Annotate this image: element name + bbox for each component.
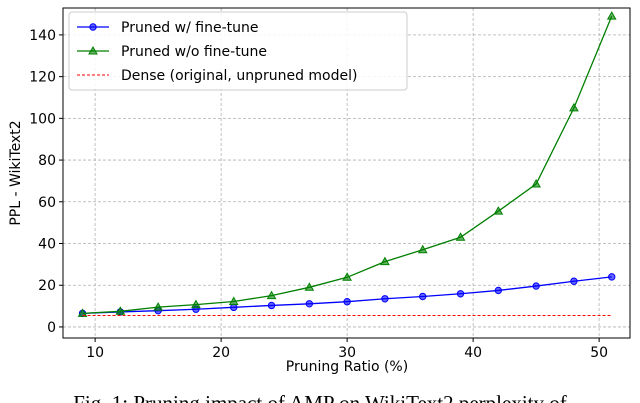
marker bbox=[494, 286, 503, 295]
marker bbox=[115, 306, 126, 315]
x-tick-label: 30 bbox=[338, 345, 356, 361]
marker bbox=[230, 303, 238, 312]
marker bbox=[266, 290, 277, 300]
marker bbox=[267, 301, 276, 310]
marker bbox=[419, 292, 427, 301]
marker bbox=[532, 282, 540, 290]
legend-label: Pruned w/o fine-tune bbox=[121, 44, 267, 60]
marker bbox=[608, 273, 616, 281]
marker bbox=[455, 232, 466, 241]
legend-marker bbox=[88, 45, 98, 55]
y-tick-label: 140 bbox=[29, 28, 56, 44]
x-tick-label: 20 bbox=[212, 345, 230, 361]
marker bbox=[305, 300, 314, 308]
marker bbox=[606, 11, 617, 20]
caption: Fig. 1: Pruning impact of AMP on WikiTex… bbox=[73, 391, 567, 403]
marker bbox=[570, 277, 578, 285]
y-tick-label: 40 bbox=[38, 237, 56, 253]
x-tick-label: 10 bbox=[86, 345, 104, 361]
y-tick-label: 80 bbox=[38, 153, 56, 169]
marker bbox=[228, 296, 239, 305]
marker bbox=[417, 244, 428, 254]
marker bbox=[493, 206, 504, 215]
marker bbox=[531, 179, 541, 188]
legend-label: Pruned w/ fine-tune bbox=[121, 20, 258, 36]
marker bbox=[569, 102, 579, 112]
y-tick-label: 120 bbox=[29, 70, 56, 86]
legend-marker bbox=[89, 23, 97, 31]
x-tick-label: 50 bbox=[590, 345, 608, 361]
marker bbox=[77, 308, 88, 317]
marker bbox=[381, 295, 389, 303]
marker bbox=[304, 282, 315, 291]
plot-frame bbox=[62, 7, 631, 339]
y-tick-label: 20 bbox=[38, 278, 56, 294]
y-tick-label: 0 bbox=[47, 320, 56, 336]
marker bbox=[380, 256, 390, 266]
marker bbox=[342, 272, 352, 281]
x-axis-label: Pruning Ratio (%) bbox=[286, 359, 408, 375]
marker bbox=[191, 299, 201, 309]
legend-label: Dense (original, unpruned model) bbox=[121, 68, 357, 84]
y-tick-label: 100 bbox=[29, 111, 56, 127]
marker bbox=[153, 302, 163, 311]
y-axis-label: PPL - WikiText2 bbox=[8, 120, 24, 225]
x-tick-label: 40 bbox=[464, 345, 482, 361]
y-tick-label: 60 bbox=[38, 195, 56, 211]
marker bbox=[343, 298, 351, 306]
marker bbox=[456, 290, 465, 298]
legend-box bbox=[68, 11, 408, 91]
